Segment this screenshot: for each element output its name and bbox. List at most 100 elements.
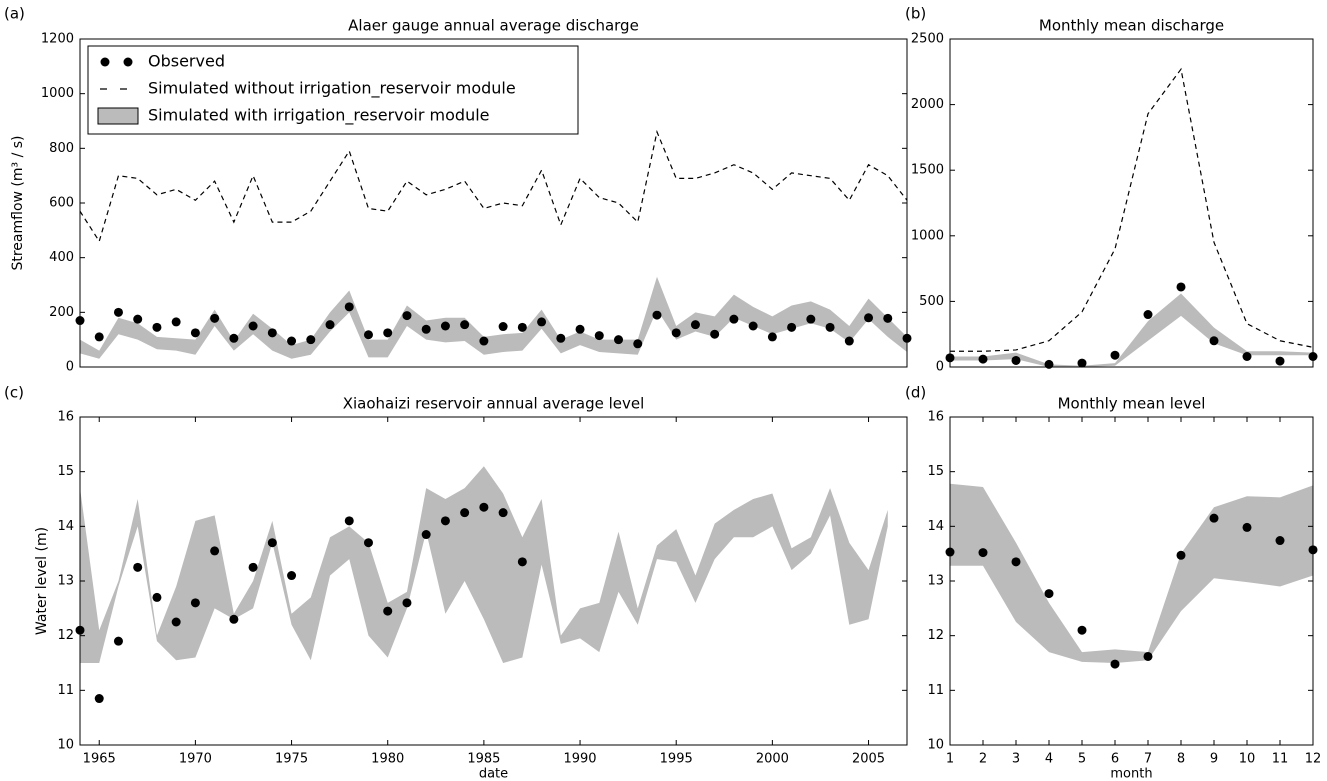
legend-swatch bbox=[97, 107, 139, 125]
observed-point bbox=[787, 322, 797, 332]
observed-point bbox=[498, 322, 508, 332]
observed-point bbox=[344, 302, 354, 312]
observed-point bbox=[517, 322, 527, 332]
x-tick-label: 5 bbox=[1078, 752, 1086, 767]
observed-point bbox=[460, 508, 470, 518]
observed-point bbox=[825, 322, 835, 332]
observed-point bbox=[383, 606, 393, 616]
observed-point bbox=[113, 636, 123, 646]
y-tick-label: 12 bbox=[927, 628, 944, 643]
panel-label: (a) bbox=[4, 5, 25, 23]
observed-point bbox=[1077, 358, 1087, 368]
observed-point bbox=[210, 546, 220, 556]
simulated-band bbox=[80, 276, 907, 359]
observed-point bbox=[978, 354, 988, 364]
y-tick-label: 11 bbox=[927, 683, 944, 698]
markers-layer bbox=[75, 302, 912, 349]
observed-point bbox=[479, 502, 489, 512]
markers-layer bbox=[945, 513, 1318, 669]
observed-point bbox=[1110, 350, 1120, 360]
plot-area bbox=[950, 483, 1313, 663]
observed-point bbox=[152, 322, 162, 332]
observed-point bbox=[94, 694, 104, 704]
simulated-line bbox=[80, 129, 907, 243]
observed-point bbox=[1143, 310, 1153, 320]
observed-point bbox=[229, 333, 239, 343]
observed-point bbox=[614, 335, 624, 345]
observed-point bbox=[844, 336, 854, 346]
observed-point bbox=[1242, 352, 1252, 362]
observed-point bbox=[1242, 522, 1252, 532]
x-tick-label: 8 bbox=[1177, 752, 1185, 767]
simulated-band bbox=[80, 466, 888, 663]
observed-point bbox=[1044, 359, 1054, 369]
y-tick-label: 500 bbox=[919, 294, 944, 309]
observed-point bbox=[537, 317, 547, 327]
observed-point bbox=[113, 307, 123, 317]
x-axis-label: date bbox=[479, 767, 508, 781]
observed-point bbox=[575, 324, 585, 334]
plot-area bbox=[80, 129, 907, 359]
observed-point bbox=[671, 328, 681, 338]
x-tick-label: 12 bbox=[1305, 752, 1322, 767]
observed-point bbox=[710, 329, 720, 339]
panel-label: (b) bbox=[905, 5, 926, 23]
observed-point bbox=[1176, 282, 1186, 292]
observed-point bbox=[363, 538, 373, 548]
legend-label: Simulated with irrigation_reservoir modu… bbox=[148, 106, 490, 126]
observed-point bbox=[556, 333, 566, 343]
observed-point bbox=[1011, 557, 1021, 567]
observed-point bbox=[440, 321, 450, 331]
y-tick-label: 1000 bbox=[41, 86, 74, 101]
x-tick-label: 2005 bbox=[852, 752, 885, 767]
y-tick-label: 0 bbox=[66, 360, 74, 375]
observed-point bbox=[287, 571, 297, 581]
observed-point bbox=[729, 314, 739, 324]
x-axis-label: month bbox=[1110, 767, 1152, 781]
y-tick-label: 12 bbox=[57, 628, 74, 643]
legend-marker bbox=[100, 57, 110, 67]
observed-point bbox=[748, 321, 758, 331]
observed-point bbox=[325, 320, 335, 330]
legend: Observed Simulated without irrigation_res… bbox=[87, 45, 579, 135]
y-tick-label: 800 bbox=[49, 141, 74, 156]
observed-point bbox=[421, 324, 431, 334]
observed-point bbox=[864, 313, 874, 323]
observed-point bbox=[517, 557, 527, 567]
y-axis-label: Water level (m) bbox=[34, 527, 50, 635]
y-tick-label: 16 bbox=[57, 410, 74, 425]
y-tick-label: 1200 bbox=[41, 32, 74, 47]
observed-point bbox=[883, 313, 893, 323]
x-tick-label: 11 bbox=[1272, 752, 1289, 767]
observed-point bbox=[306, 335, 316, 345]
observed-point bbox=[133, 562, 143, 572]
y-tick-label: 10 bbox=[927, 738, 944, 753]
observed-point bbox=[1143, 651, 1153, 661]
observed-point bbox=[152, 592, 162, 602]
observed-point bbox=[1110, 659, 1120, 669]
observed-point bbox=[267, 328, 277, 338]
legend-label: Observed bbox=[148, 52, 225, 71]
y-tick-label: 400 bbox=[49, 250, 74, 265]
legend-marker bbox=[123, 57, 133, 67]
y-tick-label: 0 bbox=[936, 360, 944, 375]
axes-frame bbox=[949, 38, 1314, 368]
panel-label: (d) bbox=[905, 384, 926, 402]
y-tick-label: 14 bbox=[927, 519, 944, 534]
legend-label: Simulated without irrigation_reservoir m… bbox=[148, 79, 516, 99]
observed-point bbox=[479, 336, 489, 346]
observed-point bbox=[460, 320, 470, 330]
x-tick-label: 1965 bbox=[83, 752, 116, 767]
observed-point bbox=[1011, 355, 1021, 365]
x-tick-label: 10 bbox=[1239, 752, 1256, 767]
plot-area bbox=[80, 466, 888, 663]
chart-title: Monthly mean discharge bbox=[1039, 17, 1224, 35]
y-tick-label: 15 bbox=[57, 464, 74, 479]
observed-point bbox=[1275, 536, 1285, 546]
observed-point bbox=[229, 614, 239, 624]
observed-point bbox=[806, 314, 816, 324]
y-tick-label: 1500 bbox=[911, 163, 944, 178]
x-tick-label: 3 bbox=[1012, 752, 1020, 767]
plot-area bbox=[950, 67, 1313, 367]
